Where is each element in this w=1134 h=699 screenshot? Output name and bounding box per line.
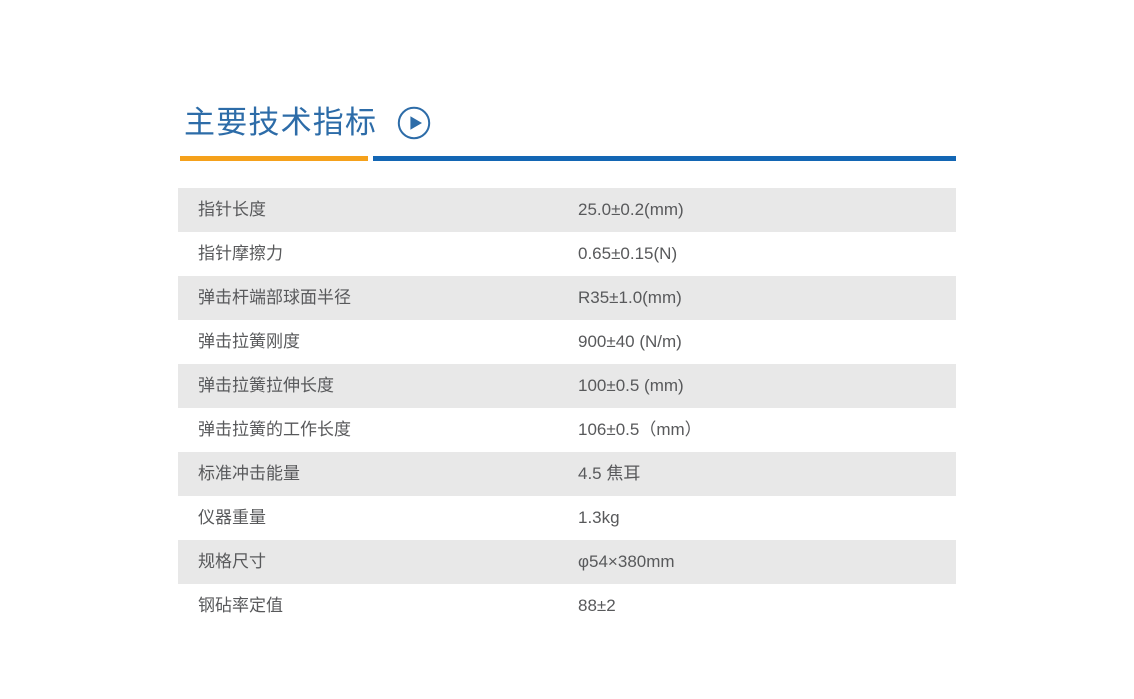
spec-value: 106±0.5（mm） xyxy=(578,420,702,439)
table-row: 钢砧率定值 88±2 xyxy=(178,584,956,628)
table-row: 指针摩擦力 0.65±0.15(N) xyxy=(178,232,956,276)
page-title: 主要技术指标 xyxy=(184,105,378,140)
spec-value: 25.0±0.2(mm) xyxy=(578,200,684,219)
divider-main-bar xyxy=(373,156,956,161)
spec-label: 指针摩擦力 xyxy=(198,244,283,263)
section-header: 主要技术指标 xyxy=(178,98,958,160)
spec-value: R35±1.0(mm) xyxy=(578,288,682,307)
table-row: 仪器重量 1.3kg xyxy=(178,496,956,540)
spec-label: 仪器重量 xyxy=(198,508,266,527)
table-row: 规格尺寸 φ54×380mm xyxy=(178,540,956,584)
spec-value: φ54×380mm xyxy=(578,552,675,571)
spec-label: 弹击拉簧的工作长度 xyxy=(198,420,351,439)
section-header-row: 主要技术指标 xyxy=(178,98,958,148)
table-row: 弹击拉簧刚度 900±40 (N/m) xyxy=(178,320,956,364)
spec-label: 规格尺寸 xyxy=(198,552,266,571)
spec-value: 1.3kg xyxy=(578,508,620,527)
spec-value: 900±40 (N/m) xyxy=(578,332,682,351)
header-divider xyxy=(180,156,956,161)
spec-value: 4.5 焦耳 xyxy=(578,464,641,483)
spec-label: 指针长度 xyxy=(198,200,266,219)
table-row: 弹击拉簧的工作长度 106±0.5（mm） xyxy=(178,408,956,452)
spec-table: 指针长度 25.0±0.2(mm) 指针摩擦力 0.65±0.15(N) 弹击杆… xyxy=(178,188,956,628)
spec-label: 弹击杆端部球面半径 xyxy=(198,288,351,307)
table-row: 弹击杆端部球面半径 R35±1.0(mm) xyxy=(178,276,956,320)
spec-value: 100±0.5 (mm) xyxy=(578,376,684,395)
table-row: 指针长度 25.0±0.2(mm) xyxy=(178,188,956,232)
play-circle-icon[interactable] xyxy=(397,106,431,140)
spec-label: 弹击拉簧刚度 xyxy=(198,332,300,351)
spec-value: 0.65±0.15(N) xyxy=(578,244,678,263)
spec-label: 钢砧率定值 xyxy=(198,596,283,615)
spec-label: 弹击拉簧拉伸长度 xyxy=(198,376,334,395)
table-row: 弹击拉簧拉伸长度 100±0.5 (mm) xyxy=(178,364,956,408)
spec-label: 标准冲击能量 xyxy=(198,464,300,483)
spec-value: 88±2 xyxy=(578,596,616,615)
table-row: 标准冲击能量 4.5 焦耳 xyxy=(178,452,956,496)
divider-accent-bar xyxy=(180,156,368,161)
